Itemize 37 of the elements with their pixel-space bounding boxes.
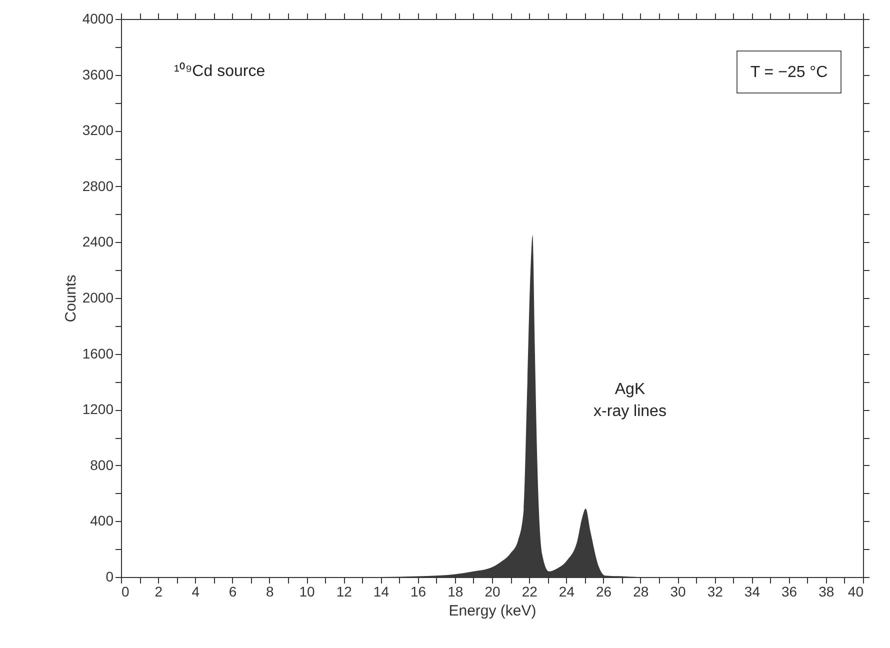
x-tick-label: 36: [782, 584, 798, 600]
x-tick-label: 38: [818, 584, 834, 600]
annotation: ¹⁰⁹Cd source: [174, 62, 266, 80]
y-tick-label: 2800: [82, 178, 114, 194]
x-tick-label: 18: [448, 584, 464, 600]
x-axis-title: Energy (keV): [448, 602, 536, 620]
x-tick-label: 24: [558, 584, 575, 600]
x-tick-label: 14: [373, 584, 390, 600]
x-tick-label: 2: [154, 584, 163, 600]
x-tick-label: 40: [848, 584, 864, 600]
x-tick-label: 0: [122, 584, 130, 600]
x-tick-label: 4: [192, 584, 200, 600]
x-tick-label: 20: [484, 584, 500, 600]
y-tick-label: 0: [106, 568, 114, 584]
x-tick-label: 34: [744, 584, 760, 600]
annotation: AgK x-ray lines: [594, 381, 666, 420]
x-tick-label: 26: [596, 584, 612, 600]
y-tick-label: 4000: [82, 10, 114, 26]
y-tick-label: 2000: [82, 290, 114, 306]
x-tick-label: 16: [410, 584, 426, 600]
y-tick-label: 1600: [82, 345, 114, 362]
x-tick-label: 30: [670, 584, 686, 600]
x-tick-label: 10: [299, 584, 315, 600]
x-tick-label: 22: [522, 584, 538, 600]
y-tick-label: 3600: [82, 66, 114, 82]
y-tick-label: 1200: [82, 401, 114, 418]
y-tick-label: 3200: [82, 122, 114, 138]
y-tick-label: 400: [90, 512, 114, 529]
x-tick-label: 32: [707, 584, 724, 600]
y-axis-title: Counts: [62, 274, 80, 322]
x-tick-label: 6: [228, 584, 237, 600]
annotation: T = −25 °C: [750, 64, 828, 81]
y-tick-label: 2400: [82, 234, 114, 250]
x-tick-label: 12: [336, 584, 352, 600]
x-tick-label: 28: [633, 584, 649, 600]
x-tick-label: 8: [266, 584, 274, 600]
y-tick-label: 800: [90, 456, 114, 473]
